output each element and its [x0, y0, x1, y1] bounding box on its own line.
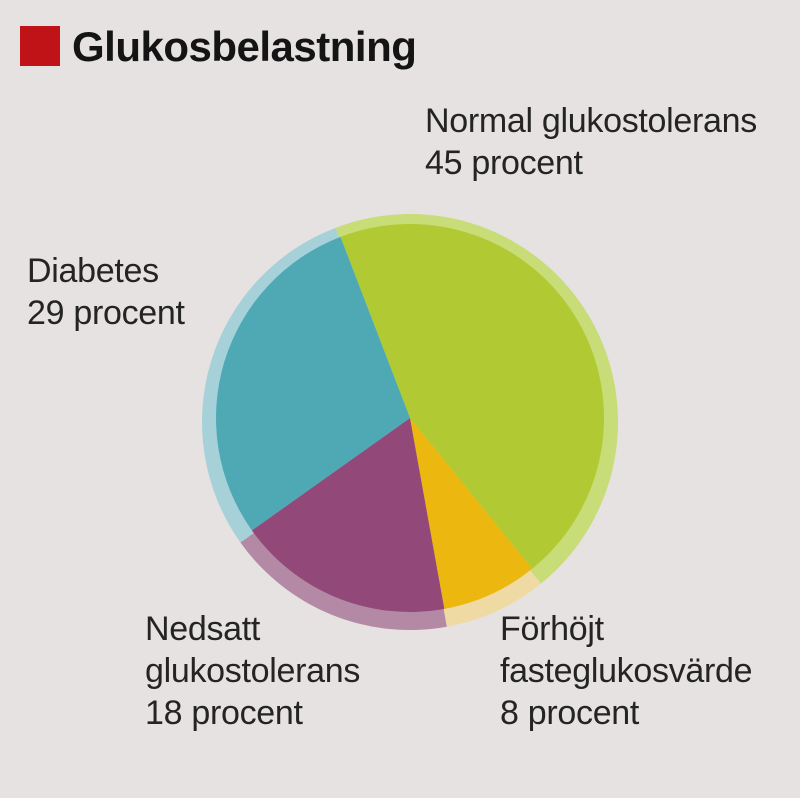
pie-label-line: fasteglukosvärde: [500, 652, 753, 690]
pie-slice-forhojt: [410, 418, 533, 609]
pie-label-nedsatt: Nedsatt glukostolerans 18 procent: [145, 608, 360, 734]
chart-title: Glukosbelastning: [72, 23, 417, 70]
pie-label-line: Förhöjt: [500, 610, 604, 648]
pie-label-line: 29 procent: [27, 294, 185, 332]
pie-label-normal: Normal glukostolerans 45 procent: [425, 100, 757, 184]
pie-label-diabetes: Diabetes 29 procent: [27, 250, 185, 334]
pie-label-line: Normal glukostolerans: [425, 102, 757, 140]
pie-label-line: Diabetes: [27, 252, 159, 290]
pie-label-line: 45 procent: [425, 144, 583, 182]
pie-label-line: Nedsatt: [145, 610, 261, 648]
red-accent-square-icon: [20, 26, 60, 66]
chart-header: Glukosbelastning: [20, 23, 417, 70]
pie-label-line: 18 procent: [145, 694, 303, 732]
pie-label-forhojt: Förhöjt fasteglukosvärde 8 procent: [500, 608, 753, 734]
pie-label-line: glukostolerans: [145, 652, 361, 690]
pie-slice-diabetes: [216, 236, 410, 531]
pie-label-line: 8 procent: [500, 694, 640, 732]
pie-slice-normal: [340, 224, 604, 569]
pie-slice-group: [216, 224, 604, 612]
pie-slice-nedsatt: [251, 418, 445, 612]
